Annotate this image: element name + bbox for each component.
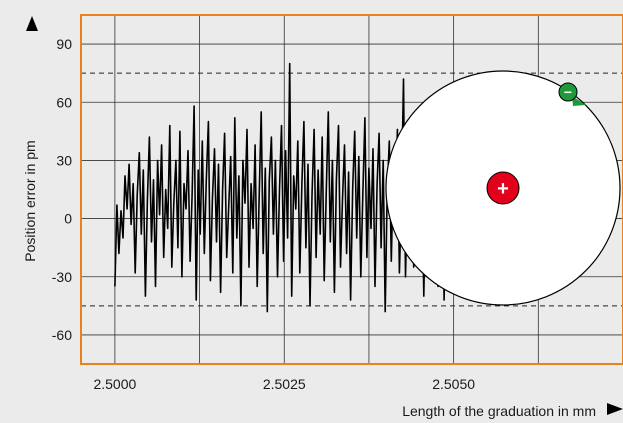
x-tick-labels: 2.5000 2.5025 2.5050 [93,376,475,392]
x-tick-label: 2.5000 [93,376,136,392]
y-axis-label: Position error in pm [22,140,38,261]
plus-charge-icon [486,171,520,205]
y-tick-label: -60 [52,327,72,343]
disc-illustration: + − [385,70,621,306]
x-axis-label: Length of the graduation in mm [402,403,596,419]
plus-symbol: + [497,178,509,200]
minus-charge-icon [558,82,578,102]
minus-symbol: − [564,84,572,100]
y-tick-label: 30 [56,152,72,168]
y-axis-arrow-icon [26,16,38,31]
x-tick-label: 2.5025 [263,376,306,392]
y-tick-label: -30 [52,269,72,285]
y-tick-label: 90 [56,36,72,52]
plot-frame [80,14,623,365]
y-axis-title: Position error in pm [22,140,38,261]
minus-arrow-icon [572,96,586,106]
x-tick-label: 2.5050 [432,376,475,392]
y-tick-labels: 90 60 30 0 -30 -60 [52,36,72,343]
y-tick-label: 0 [64,211,72,227]
x-axis-arrow-icon [607,403,623,415]
reference-lines [81,72,623,307]
y-tick-label: 60 [56,94,72,110]
